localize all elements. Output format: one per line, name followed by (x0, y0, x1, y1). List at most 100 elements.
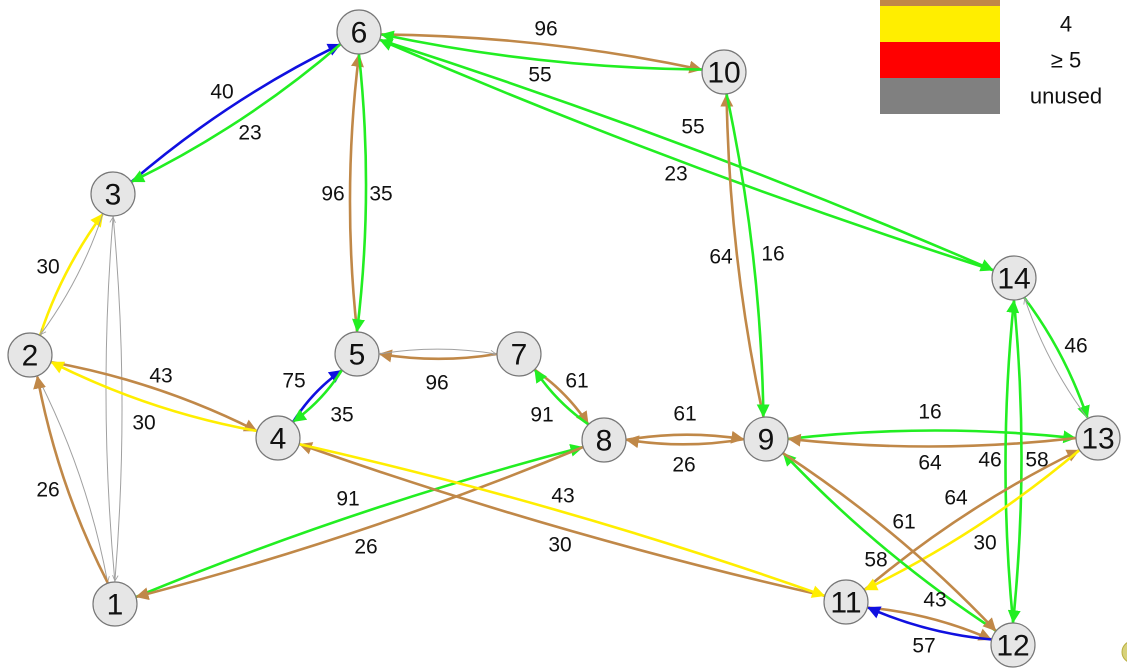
edge-label-2-to-3: 30 (36, 256, 59, 279)
edge-1-to-2 (33, 375, 110, 584)
edge-label-1-to-8: 91 (336, 488, 359, 511)
node-circle (496, 331, 542, 377)
node-9: 9 (743, 416, 789, 462)
edge-label-5-to-4: 35 (330, 404, 353, 427)
edge-label-3-to-6: 40 (210, 81, 233, 104)
legend-label-yellow: 4 (1060, 12, 1072, 37)
edge-label-9-to-12: 61 (892, 511, 915, 534)
node-6: 6 (336, 9, 382, 55)
legend-label-red: ≥ 5 (1051, 48, 1081, 73)
node-label: 5 (349, 339, 366, 372)
edge-8-to-9 (625, 430, 745, 444)
node-11: 11 (823, 579, 869, 625)
edge-10-to-9 (725, 93, 770, 418)
edge-label-9-to-13: 16 (918, 401, 941, 424)
edge-label-11-to-13: 64 (944, 487, 968, 510)
edge-label-9-to-8: 26 (672, 454, 695, 477)
edge-3-to-6 (130, 43, 341, 183)
edge-label-6-to-10: 96 (534, 18, 557, 41)
node-13: 13 (1075, 415, 1121, 461)
edge-5-to-6 (348, 53, 364, 333)
edge-1-to-8 (135, 443, 584, 599)
edge-label-7-to-8: 61 (565, 370, 588, 393)
node-label: 3 (105, 179, 122, 212)
edge-label-13-to-11: 30 (973, 532, 996, 555)
edge-label-12-to-9: 58 (864, 549, 887, 572)
node-label: 10 (707, 57, 740, 90)
edge-label-13-to-9: 64 (918, 452, 942, 475)
node-3: 3 (90, 171, 136, 217)
legend-label-gray: unused (1030, 84, 1102, 109)
edge-9-to-8 (625, 435, 745, 449)
edge-2-to-1 (36, 375, 108, 582)
edge-label-4-to-5: 75 (282, 370, 305, 393)
legend-swatch-red (880, 42, 1000, 78)
node-circle (823, 579, 869, 625)
node-circle (7, 332, 53, 378)
node-circle (701, 49, 747, 95)
node-circle (255, 415, 301, 461)
node-label: 9 (758, 424, 775, 457)
legend: 4 ≥ 5 unused (880, 0, 1102, 114)
node-label: 11 (830, 587, 861, 620)
edge-6-to-14 (379, 38, 994, 272)
edge-8-to-7 (534, 369, 590, 426)
node-4: 4 (255, 415, 301, 461)
edge-3-to-2 (41, 213, 104, 335)
node-label: 12 (996, 630, 1029, 663)
node-7: 7 (496, 331, 542, 377)
edge-9-to-13 (787, 429, 1077, 444)
edge-12-to-11 (867, 606, 992, 641)
edge-14-to-6 (379, 38, 994, 272)
node-circle (336, 9, 382, 55)
edge-label-6-to-3: 23 (238, 122, 261, 145)
edge-4-to-11 (298, 442, 826, 598)
node-label: 2 (22, 340, 39, 373)
legend-swatch-gray (880, 78, 1000, 114)
node-circle (334, 331, 380, 377)
edge-14-to-12 (1007, 299, 1023, 624)
edge-12-to-14 (1004, 299, 1020, 624)
edge-5-to-7 (378, 348, 496, 354)
edge-13-to-11 (864, 449, 1081, 591)
node-circle (743, 416, 789, 462)
legend-swatch-yellow (880, 6, 1000, 42)
edge-13-to-14 (1025, 298, 1089, 419)
edge-label-6-to-14: 23 (664, 163, 687, 186)
edge-label-9-to-10: 64 (709, 246, 733, 269)
edges (33, 30, 1090, 641)
edge-label-12-to-11: 57 (912, 635, 935, 658)
edge-4-to-2 (50, 361, 258, 433)
edge-label-11-to-4: 43 (551, 485, 574, 508)
edge-label-14-to-6: 55 (681, 116, 704, 139)
edge-12-to-9 (782, 452, 997, 632)
node-8: 8 (581, 417, 627, 463)
node-label: 7 (511, 339, 528, 372)
edge-6-to-5 (352, 53, 368, 333)
edge-3-to-1 (113, 215, 123, 581)
edge-label-4-to-2: 30 (132, 412, 155, 435)
node-label: 4 (270, 423, 287, 456)
edge-9-to-12 (782, 452, 997, 632)
node-circle (990, 622, 1036, 668)
edge-5-to-4 (292, 369, 344, 423)
node-label: 1 (107, 589, 124, 622)
edge-label-10-to-9: 16 (761, 243, 784, 266)
legend-swatch-brown (880, 0, 1000, 6)
edge-2-to-4 (50, 360, 258, 432)
edge-9-to-10 (720, 93, 765, 418)
node-1: 1 (92, 581, 138, 627)
edge-7-to-5 (378, 349, 498, 363)
edge-label-4-to-11: 30 (548, 534, 571, 557)
node-circle (1075, 415, 1121, 461)
edge-8-to-1 (135, 445, 584, 601)
edge-label-1-to-2: 26 (36, 479, 59, 502)
edge-label-8-to-7: 91 (530, 404, 553, 427)
node-5: 5 (334, 331, 380, 377)
edge-label-8-to-9: 61 (673, 403, 696, 426)
edge-label-11-to-12: 43 (923, 589, 946, 612)
edge-label-12-to-14: 58 (1025, 449, 1048, 472)
edge-label-14-to-12: 46 (978, 449, 1001, 472)
node-label: 6 (351, 17, 368, 50)
